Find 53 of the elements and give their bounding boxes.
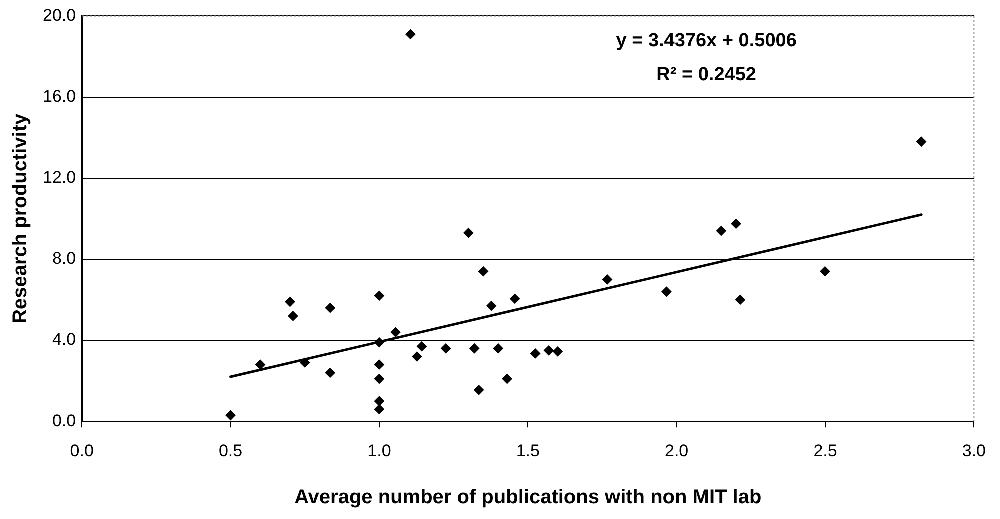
point — [374, 404, 384, 414]
y-tick-label: 20.0 — [42, 6, 76, 25]
annotation: R² = 0.2452 — [656, 64, 756, 86]
point — [820, 266, 830, 277]
point — [412, 352, 422, 362]
point — [731, 218, 742, 229]
point — [374, 374, 384, 384]
point — [662, 286, 672, 297]
point — [285, 297, 296, 308]
point — [406, 29, 416, 40]
point — [374, 396, 384, 406]
point — [374, 338, 384, 348]
point — [256, 360, 266, 370]
point — [374, 360, 384, 370]
point — [441, 344, 452, 354]
point — [735, 294, 746, 305]
point — [374, 290, 384, 301]
point — [288, 311, 298, 322]
point — [325, 368, 336, 378]
x-tick-label: 2.5 — [814, 441, 838, 460]
annotation: y = 3.4376x + 0.5006 — [616, 30, 797, 52]
y-tick-label: 4.0 — [52, 330, 76, 350]
y-tick-label: 12.0 — [42, 168, 76, 188]
point — [486, 301, 497, 312]
x-tick-label: 2.0 — [665, 441, 689, 460]
point — [510, 294, 520, 304]
x-tick-label: 0.5 — [218, 441, 243, 460]
point — [916, 136, 927, 147]
y-tick-label: 8.0 — [52, 249, 76, 268]
point — [716, 226, 726, 236]
x-tick-label: 0.0 — [70, 441, 94, 460]
point — [552, 346, 563, 357]
point — [464, 228, 474, 238]
y-axis-title: Research productivity — [10, 112, 32, 324]
point — [502, 374, 512, 384]
point — [530, 348, 541, 359]
point — [470, 344, 480, 354]
point — [474, 385, 484, 396]
point — [325, 303, 336, 314]
point — [602, 274, 613, 285]
y-tick-label: 16.0 — [42, 86, 76, 106]
x-axis-title: Average number of publications with non MIT lab — [294, 486, 762, 509]
point — [544, 346, 554, 356]
y-tick-label: 0.0 — [52, 411, 76, 430]
point — [493, 344, 504, 354]
x-tick-label: 1.5 — [516, 441, 540, 460]
x-tick-label: 1.0 — [368, 441, 392, 460]
x-tick-label: 3.0 — [962, 441, 986, 460]
point — [390, 327, 401, 338]
point — [416, 342, 427, 352]
point — [300, 358, 310, 368]
point — [478, 266, 489, 277]
point — [226, 410, 236, 421]
